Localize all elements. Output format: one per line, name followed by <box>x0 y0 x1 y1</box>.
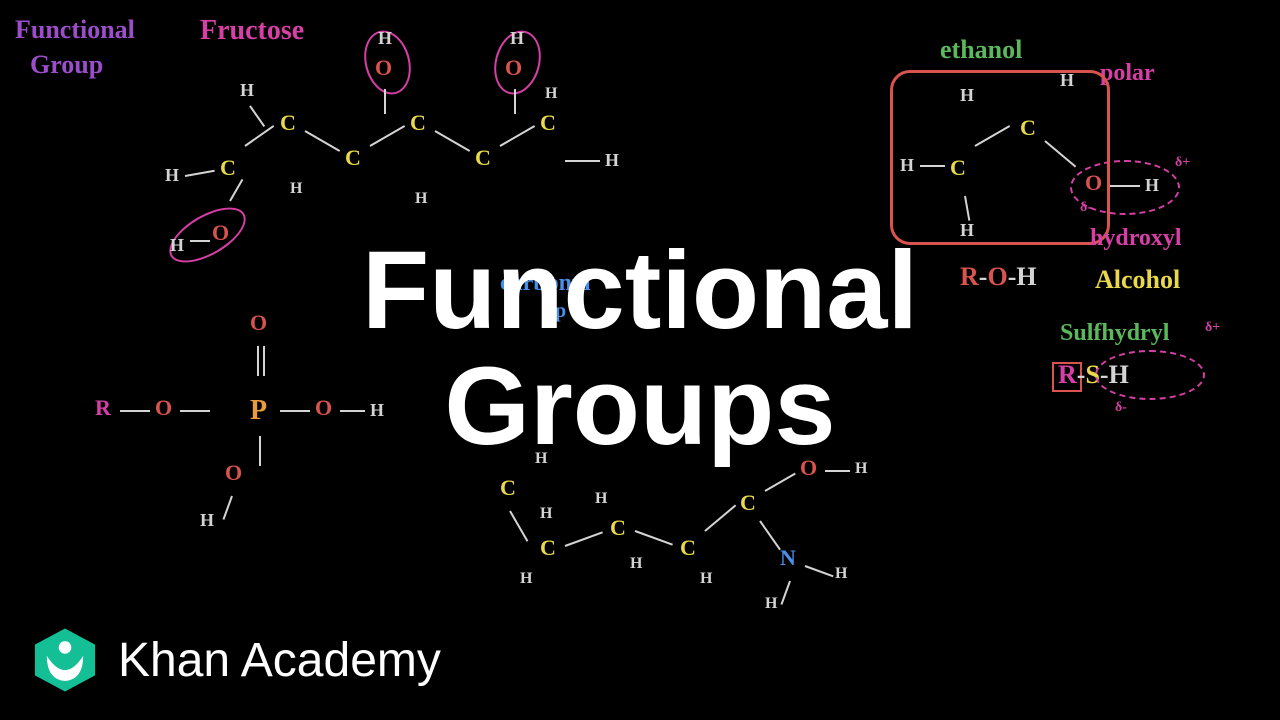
title-line-2: Groups <box>362 348 918 464</box>
atom-o: O <box>250 310 267 336</box>
atom-c: C <box>280 110 296 136</box>
sulfhydryl-circle <box>1095 350 1205 400</box>
khan-logo-container: Khan Academy <box>30 625 441 695</box>
delta-plus: δ+ <box>1175 155 1190 171</box>
bond <box>435 130 471 152</box>
delta-plus: δ+ <box>1205 320 1220 336</box>
bond <box>229 179 243 202</box>
atom-h: H <box>165 165 179 186</box>
bond <box>185 170 215 177</box>
sulfhydryl-label: Sulfhydryl <box>1060 320 1169 347</box>
bond <box>180 410 210 412</box>
atom-h: H <box>545 85 557 103</box>
bond <box>280 410 310 412</box>
bond <box>565 160 600 162</box>
atom-c: C <box>610 515 626 541</box>
delta-minus: δ- <box>1115 400 1127 416</box>
atom-o: O <box>155 395 172 421</box>
bond <box>781 581 791 605</box>
roh-formula: R-O-H <box>960 262 1037 292</box>
bond <box>514 89 516 114</box>
ethanol-label: ethanol <box>940 35 1022 65</box>
bond <box>635 530 673 546</box>
atom-h: H <box>290 180 302 198</box>
bond <box>759 520 781 550</box>
bond <box>190 240 210 242</box>
bond <box>509 511 528 542</box>
khan-logo-text: Khan Academy <box>118 633 441 688</box>
atom-o: O <box>505 55 522 81</box>
title-line-1: Functional <box>362 233 918 349</box>
bond <box>1110 185 1140 187</box>
atom-h: H <box>835 565 847 583</box>
atom-h: H <box>630 555 642 573</box>
bond <box>500 125 536 147</box>
fructose-label: Fructose <box>200 15 304 47</box>
atom-h: H <box>378 28 392 49</box>
bond <box>765 473 796 492</box>
main-title: Functional Groups <box>362 233 918 464</box>
atom-c: C <box>500 475 516 501</box>
functional-label: Functional <box>15 15 135 45</box>
bond <box>565 531 603 547</box>
alcohol-label: Alcohol <box>1095 265 1180 295</box>
atom-h: H <box>170 235 184 256</box>
atom-h: H <box>520 570 532 588</box>
group-label: Group <box>30 50 103 80</box>
atom-c: C <box>540 535 556 561</box>
atom-h: H <box>605 150 619 171</box>
bond <box>305 130 341 152</box>
atom-c: C <box>680 535 696 561</box>
atom-o: O <box>212 220 229 246</box>
atom-c: C <box>740 490 756 516</box>
bond <box>263 346 265 376</box>
atom-h: H <box>1145 175 1159 196</box>
atom-c: C <box>410 110 426 136</box>
ethanol-outline <box>890 70 1110 245</box>
khan-logo-icon <box>30 625 100 695</box>
hydroxyl-label: hydroxyl <box>1090 225 1182 252</box>
atom-o: O <box>225 460 242 486</box>
bond <box>704 505 736 532</box>
atom-h: H <box>765 595 777 613</box>
bond <box>384 89 386 114</box>
atom-o: O <box>315 395 332 421</box>
bond <box>249 105 265 127</box>
atom-h: H <box>510 28 524 49</box>
bond <box>259 436 261 466</box>
atom-h: H <box>200 510 214 531</box>
atom-h: H <box>540 505 552 523</box>
atom-c: C <box>475 145 491 171</box>
atom-h: H <box>415 190 427 208</box>
atom-h: H <box>700 570 712 588</box>
atom-p: P <box>250 395 267 427</box>
bond <box>244 125 274 147</box>
bond <box>370 125 406 147</box>
bond <box>120 410 150 412</box>
atom-h: H <box>240 80 254 101</box>
atom-n: N <box>780 545 796 571</box>
atom-c: C <box>345 145 361 171</box>
bond <box>223 496 233 520</box>
atom-c: C <box>220 155 236 181</box>
atom-r: R <box>95 395 111 421</box>
atom-o: O <box>375 55 392 81</box>
atom-c: C <box>540 110 556 136</box>
atom-h: H <box>595 490 607 508</box>
bond <box>805 565 834 577</box>
bond <box>257 346 259 376</box>
bond <box>825 470 850 472</box>
